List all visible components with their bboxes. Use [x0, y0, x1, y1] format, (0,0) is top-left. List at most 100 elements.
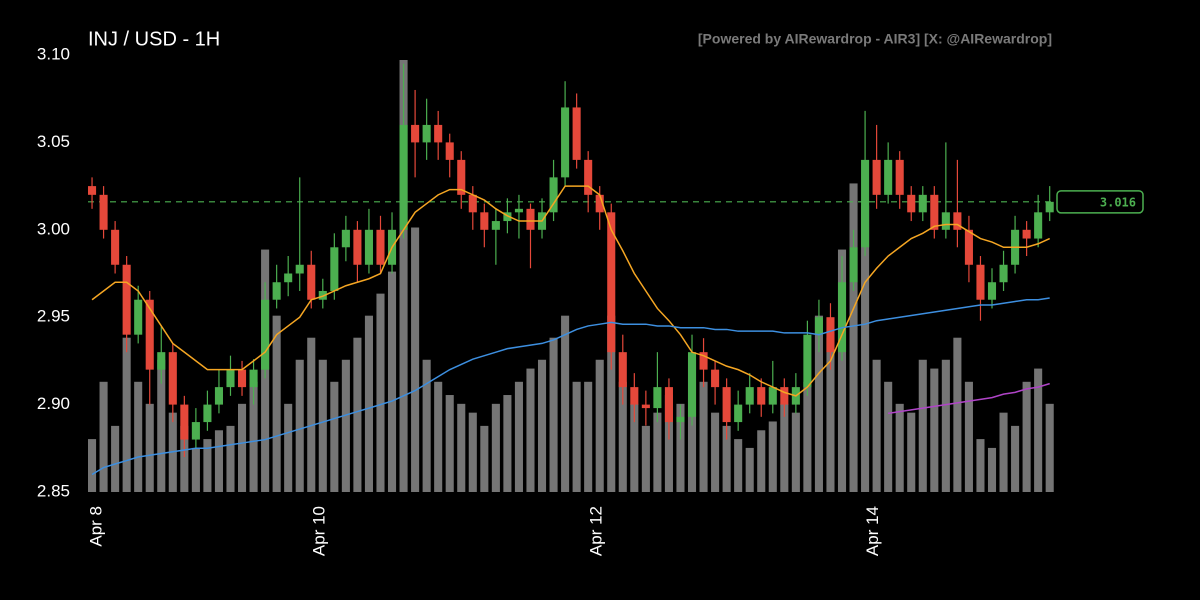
volume-bar: [249, 381, 258, 492]
candle-body: [745, 387, 754, 405]
volume-bar: [503, 395, 512, 492]
candle-body: [341, 229, 350, 248]
volume-bar: [687, 359, 697, 492]
candle-body: [722, 387, 731, 423]
candle-body: [872, 159, 881, 195]
volume-bar: [711, 412, 720, 492]
candle-body: [572, 107, 581, 160]
volume-bar: [341, 359, 350, 492]
volume-bar: [837, 249, 847, 492]
candle-body: [307, 264, 316, 300]
x-tick-label: Apr 12: [586, 506, 605, 556]
volume-bar: [272, 315, 281, 492]
candle-body: [249, 369, 258, 388]
y-tick-label: 2.85: [37, 481, 70, 500]
candle-body: [111, 229, 120, 265]
volume-bar: [584, 381, 593, 492]
volume-bar: [653, 412, 662, 492]
candle-body: [353, 229, 362, 265]
x-tick-label: Apr 10: [309, 506, 328, 556]
last-price-box: [1056, 190, 1144, 214]
candle-body: [734, 404, 743, 423]
candle-body: [884, 159, 893, 195]
candle-body: [491, 221, 500, 230]
volume-bar: [964, 381, 973, 492]
candle-body: [214, 387, 223, 405]
candle-body: [180, 404, 189, 440]
volume-bar: [122, 337, 131, 492]
candle-body: [837, 282, 847, 353]
candle-body: [99, 194, 108, 230]
candle-body: [1034, 212, 1043, 239]
candle-body: [711, 369, 720, 388]
candle-body: [584, 159, 593, 195]
y-tick-label: 2.95: [37, 307, 70, 326]
volume-bar: [618, 381, 627, 492]
candle-body: [780, 387, 789, 405]
y-tick-label: 3.05: [37, 132, 70, 151]
candle-body: [434, 124, 443, 143]
candle-body: [595, 194, 604, 213]
volume-bar: [757, 430, 766, 492]
candle-body: [1022, 229, 1031, 239]
candle-body: [157, 352, 166, 370]
candle-body: [618, 352, 627, 388]
volume-bar: [514, 381, 523, 492]
watermark: [Powered by AIRewardrop - AIR3] [X: @AIR…: [698, 31, 1052, 47]
chart-title: INJ / USD - 1H: [88, 28, 220, 50]
volume-bar: [180, 425, 189, 492]
volume-bar: [237, 403, 247, 492]
volume-bar: [1011, 425, 1020, 492]
candle-body: [607, 212, 616, 353]
candle-body: [814, 317, 823, 335]
volume-bar: [422, 359, 431, 492]
candle-body: [987, 282, 997, 300]
volume-bar: [630, 403, 639, 492]
candle-body: [330, 247, 339, 291]
candle-body: [803, 334, 812, 388]
volume-bar: [376, 293, 385, 492]
candle-body: [364, 229, 373, 265]
candle-body: [237, 369, 247, 388]
candle-body: [768, 387, 777, 405]
moving-average-line: [91, 297, 1050, 476]
volume-bar: [953, 337, 962, 492]
candle-body: [422, 124, 431, 143]
candle-body: [272, 282, 281, 300]
volume-bar: [895, 403, 904, 492]
volume-bar: [491, 403, 500, 492]
volume-bar: [941, 359, 950, 492]
candle-body: [826, 317, 835, 353]
volume-bar: [814, 315, 823, 492]
volume-bar: [849, 183, 858, 492]
volume-bar: [364, 315, 373, 492]
candle-body: [191, 422, 200, 440]
volume-bar: [387, 271, 397, 492]
volume-bar: [745, 447, 754, 492]
volume-bar: [918, 359, 927, 492]
volume-bar: [307, 337, 316, 492]
candle-body: [88, 186, 97, 195]
candle-body: [561, 107, 570, 178]
volume-bar: [134, 381, 143, 492]
candle-body: [399, 124, 408, 230]
volume-bar: [884, 381, 893, 492]
volume-bar: [1034, 368, 1043, 492]
candle-body: [964, 229, 973, 265]
volume-bar: [595, 359, 604, 492]
volume-bar: [468, 412, 477, 492]
candle-body: [849, 247, 858, 283]
volume-bar: [976, 439, 985, 492]
candle-body: [503, 212, 512, 222]
volume-bar: [826, 337, 835, 492]
volume-bar: [330, 381, 339, 492]
candle-body: [284, 273, 293, 283]
candle-body: [999, 264, 1008, 283]
volume-bar: [722, 425, 731, 492]
candle-body: [514, 208, 523, 213]
candle-body: [318, 290, 327, 300]
candle-body: [907, 194, 916, 213]
volume-bar: [561, 315, 570, 492]
candle-body: [468, 194, 477, 213]
